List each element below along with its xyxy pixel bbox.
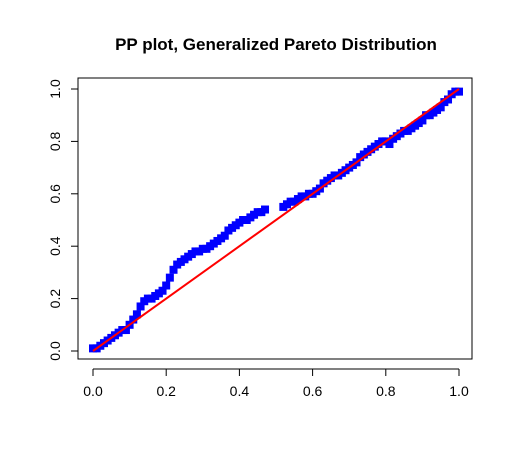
reference-line [92,88,460,352]
data-point [132,310,141,319]
data-point [455,87,463,96]
y-tick-label: 0.0 [47,341,63,361]
reference-line-group [92,88,460,352]
data-point [385,140,394,149]
y-tick-label: 0.4 [47,236,63,256]
data-point [129,315,138,324]
y-tick-label: 0.6 [47,184,63,204]
data-point [436,103,445,112]
x-tick-label: 0.4 [230,383,250,399]
chart-title: PP plot, Generalized Pareto Distribution [115,35,437,54]
data-point [444,95,453,104]
x-tick-label: 0.2 [156,383,176,399]
data-point [162,281,171,290]
x-tick-label: 0.6 [303,383,323,399]
y-tick-label: 0.8 [47,131,63,151]
data-point [121,326,130,335]
data-point [220,231,229,240]
y-axis: 0.0 0.2 0.4 0.6 0.8 1.0 [47,79,79,361]
data-point [261,205,270,214]
data-point [158,286,167,295]
data-point [136,302,145,311]
x-tick-label: 0.8 [376,383,396,399]
y-tick-label: 0.2 [47,289,63,309]
y-tick-label: 1.0 [47,79,63,99]
x-axis: 0.0 0.2 0.4 0.6 0.8 1.0 [83,368,469,399]
data-point [418,116,427,125]
data-point [165,273,174,282]
x-tick-label: 1.0 [449,383,469,399]
x-tick-label: 0.0 [83,383,103,399]
data-point [169,265,178,274]
